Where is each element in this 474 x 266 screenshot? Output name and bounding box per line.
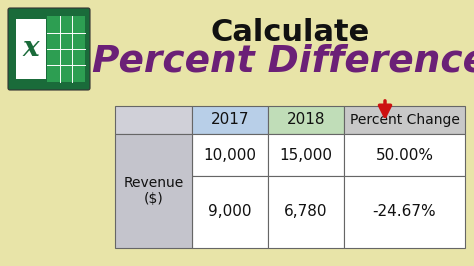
Bar	[268, 134, 344, 176]
Text: 9,000: 9,000	[208, 205, 252, 219]
Text: Revenue
($): Revenue ($)	[123, 176, 183, 206]
FancyBboxPatch shape	[16, 19, 46, 79]
Bar	[344, 176, 465, 248]
Bar	[344, 134, 465, 176]
FancyBboxPatch shape	[8, 8, 90, 90]
Bar	[268, 106, 344, 134]
Bar	[268, 176, 344, 248]
Bar	[115, 106, 192, 134]
Text: Percent Difference: Percent Difference	[92, 44, 474, 80]
Text: 6,780: 6,780	[284, 205, 328, 219]
Bar	[115, 134, 192, 248]
Text: 50.00%: 50.00%	[375, 148, 434, 163]
Text: 15,000: 15,000	[280, 148, 332, 163]
Text: 2018: 2018	[287, 113, 325, 127]
Bar	[344, 106, 465, 134]
Bar	[192, 134, 268, 176]
Text: x: x	[23, 35, 39, 63]
Bar	[192, 106, 268, 134]
Text: 2017: 2017	[211, 113, 249, 127]
Bar	[192, 176, 268, 248]
Text: -24.67%: -24.67%	[373, 205, 436, 219]
Text: Percent Change: Percent Change	[349, 113, 459, 127]
Bar	[47, 16, 85, 82]
Text: Calculate: Calculate	[210, 18, 370, 47]
Text: 10,000: 10,000	[203, 148, 256, 163]
